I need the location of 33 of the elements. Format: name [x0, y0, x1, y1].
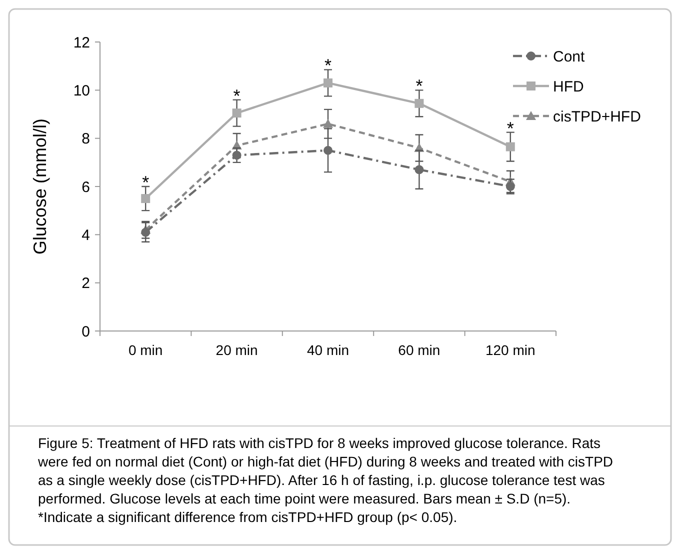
legend-label: Cont: [553, 48, 586, 66]
x-tick-label: 40 min: [306, 342, 350, 358]
point: [232, 150, 242, 160]
y-tick-label: 0: [82, 323, 90, 340]
point: [506, 182, 515, 191]
y-tick-label: 8: [82, 130, 90, 148]
point: [506, 142, 515, 152]
caption: Figure 5: Treatment of HFD rats with cisTPD for 8 weeks improved glucose tolerance. Rats were fed on normal diet (Cont) or high-fat diet (HFD) during 8 weeks and treated with cisTPD as a single weekly dose (cisTPD+HFD). After 16 h of fasting, i.p. glucose tolerance test was performed. Glucose levels at each time point were measured. Bars mean ± S.D (n=5). *Indicate a significant difference from cisTPD+HFD group (p< 0.05).: [37, 435, 614, 525]
x-tick-label: 20 min: [216, 342, 258, 358]
y-tick-label: 2: [82, 275, 90, 292]
point: [324, 78, 332, 88]
x-tick-label: 0 min: [128, 342, 163, 358]
annotation: *: [324, 56, 332, 76]
y-axis-title: Glucose (mmol/l): [30, 118, 50, 255]
point: [141, 228, 150, 237]
point: [323, 118, 333, 128]
point: [414, 98, 424, 108]
annotation: *: [233, 86, 240, 106]
annotation: *: [506, 118, 514, 138]
point: [324, 146, 332, 155]
point: [232, 108, 242, 118]
legend-label: HFD: [553, 78, 584, 96]
y-tick-label: 4: [82, 226, 90, 244]
point: [414, 165, 424, 174]
y-tick-label: 12: [73, 34, 90, 52]
y-tick-label: 10: [73, 82, 90, 100]
y-tick-label: 6: [82, 178, 90, 196]
annotation: *: [416, 76, 423, 96]
x-tick-label: 120 min: [485, 342, 536, 358]
x-tick-label: 60 min: [398, 342, 440, 358]
legend-label: cisTPD+HFD: [553, 108, 642, 126]
annotation: *: [142, 172, 150, 192]
point: [141, 194, 150, 204]
